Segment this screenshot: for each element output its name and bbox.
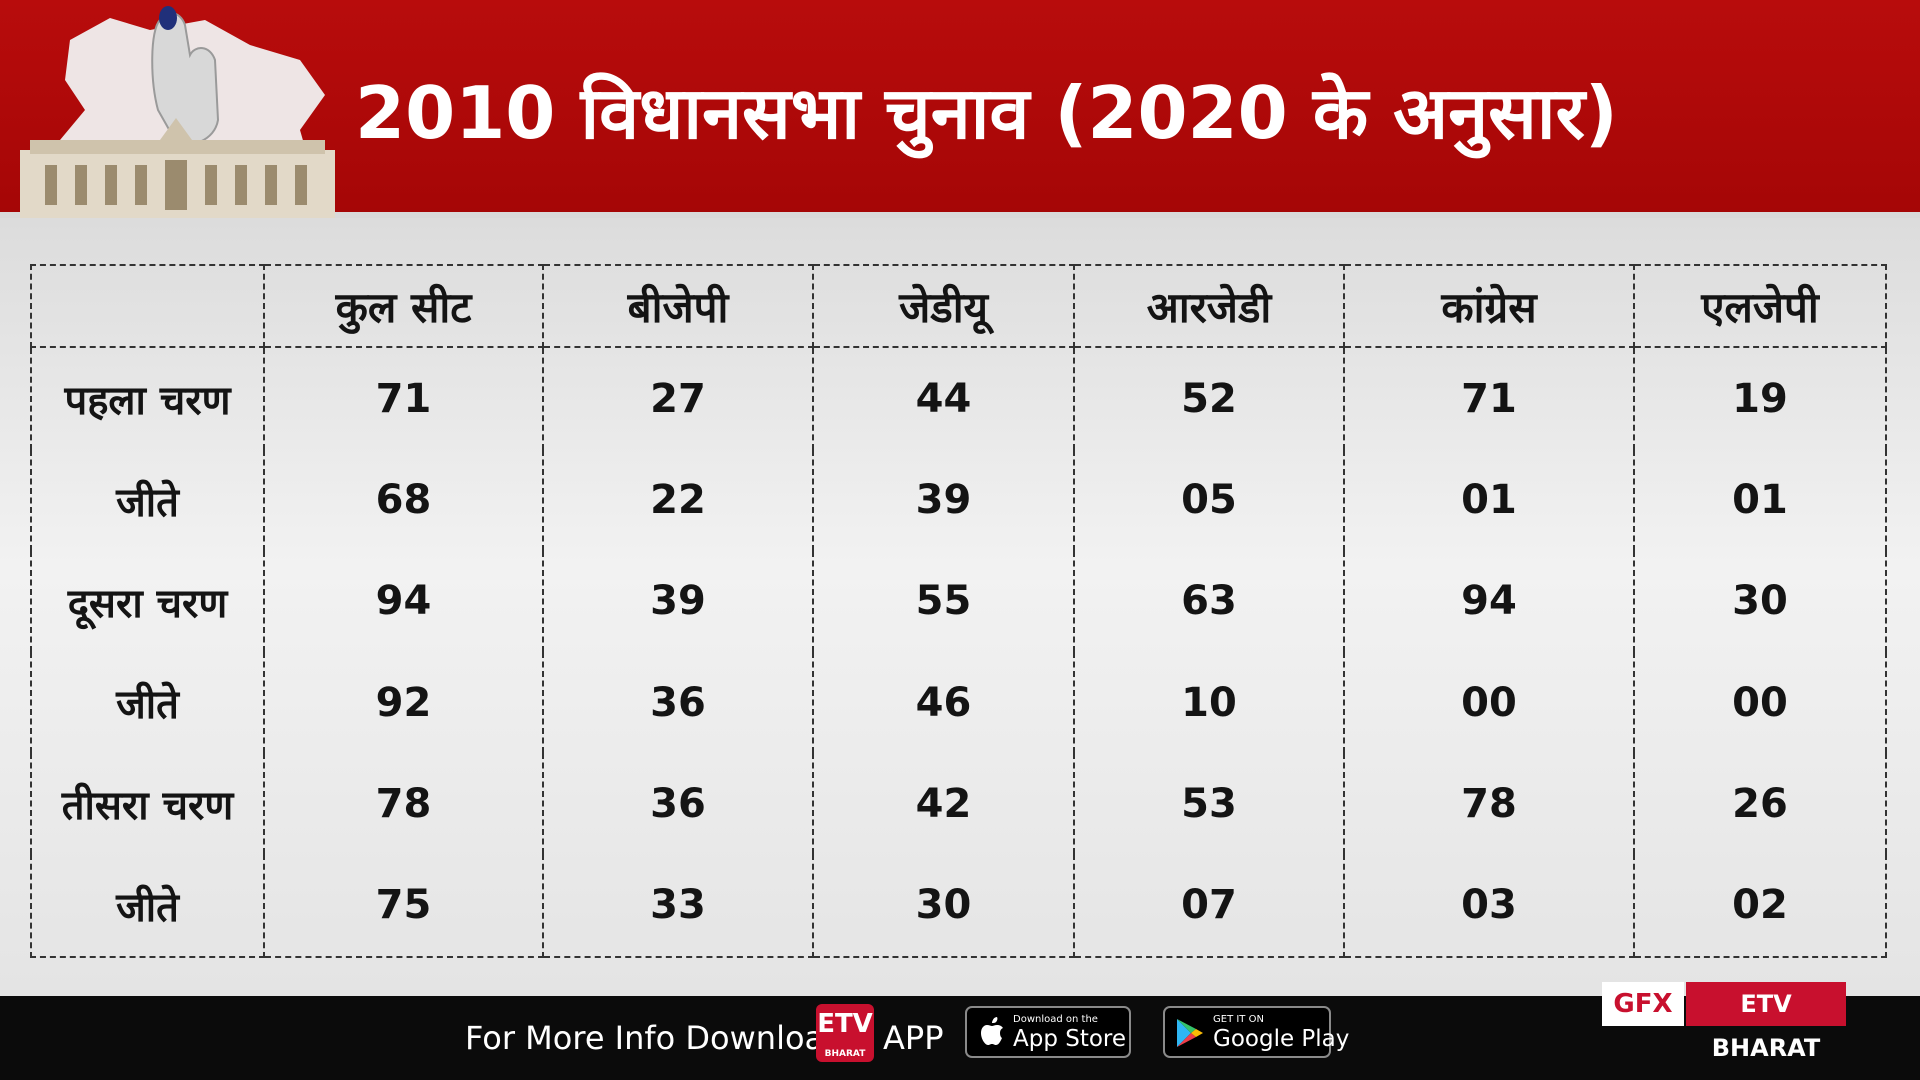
header-row: कुल सीट बीजेपी जेडीयू आरजेडी कांग्रेस एल… [30, 264, 1887, 348]
table-cell: 30 [812, 854, 1075, 958]
play-icon [1177, 1019, 1203, 1047]
col-header-bjp: बीजेपी [542, 264, 814, 348]
table-cell: 05 [1073, 449, 1345, 551]
table-cell: 36 [542, 753, 814, 855]
table-cell: 36 [542, 651, 814, 754]
row-label: पहला चरण [30, 347, 265, 450]
googleplay-small-text: GET IT ON [1213, 1014, 1264, 1025]
header-banner: 2010 विधानसभा चुनाव (2020 के अनुसार) [0, 0, 1920, 218]
table-area: कुल सीट बीजेपी जेडीयू आरजेडी कांग्रेस एल… [0, 218, 1920, 996]
table-row: दूसरा चरण 94 39 55 63 94 30 [30, 550, 1887, 652]
table-cell: 94 [263, 550, 544, 652]
table-cell: 33 [542, 854, 814, 958]
row-label: दूसरा चरण [30, 550, 265, 652]
table-cell: 75 [263, 854, 544, 958]
appstore-big-text: App Store [1013, 1026, 1127, 1052]
download-info-text: For More Info Download [465, 1019, 845, 1057]
table-cell: 10 [1073, 651, 1345, 754]
appstore-small-text: Download on the [1013, 1014, 1098, 1025]
table-cell: 63 [1073, 550, 1345, 652]
col-header-rjd: आरजेडी [1073, 264, 1345, 348]
etv-bharat-label: ETV BHARAT [1686, 982, 1846, 1062]
table-cell: 26 [1633, 753, 1887, 855]
col-header-jdu: जेडीयू [812, 264, 1075, 348]
table-cell: 78 [263, 753, 544, 855]
table-cell: 71 [1343, 347, 1635, 450]
table-cell: 00 [1633, 651, 1887, 754]
etv-bharat-logo[interactable]: ETV BHARAT [816, 1004, 874, 1062]
table-cell: 44 [812, 347, 1075, 450]
table-cell: 39 [812, 449, 1075, 551]
gfx-label: GFX [1602, 982, 1684, 1026]
results-table: कुल सीट बीजेपी जेडीयू आरजेडी कांग्रेस एल… [30, 264, 1887, 958]
table-row: पहला चरण 71 27 44 52 71 19 [30, 347, 1887, 450]
app-label: APP [883, 1019, 944, 1057]
etv-logo-sub: BHARAT [824, 1049, 866, 1059]
table-cell: 30 [1633, 550, 1887, 652]
table-row: जीते 75 33 30 07 03 02 [30, 854, 1887, 958]
row-label: तीसरा चरण [30, 753, 265, 855]
table-cell: 39 [542, 550, 814, 652]
table-cell: 55 [812, 550, 1075, 652]
table-row: तीसरा चरण 78 36 42 53 78 26 [30, 753, 1887, 855]
col-header-ljp: एलजेपी [1633, 264, 1887, 348]
table-cell: 52 [1073, 347, 1345, 450]
table-cell: 01 [1343, 449, 1635, 551]
table-cell: 53 [1073, 753, 1345, 855]
table-cell: 03 [1343, 854, 1635, 958]
row-label: जीते [30, 449, 265, 551]
table-cell: 42 [812, 753, 1075, 855]
etv-logo-text: ETV [817, 1009, 873, 1039]
footer-bar: For More Info Download ETV BHARAT APP Do… [0, 996, 1920, 1080]
apple-icon [981, 1017, 1003, 1045]
table-cell: 46 [812, 651, 1075, 754]
page-title: 2010 विधानसभा चुनाव (2020 के अनुसार) [355, 71, 1618, 155]
table-cell: 68 [263, 449, 544, 551]
row-label: जीते [30, 854, 265, 958]
corner-cell [30, 264, 265, 348]
table-cell: 00 [1343, 651, 1635, 754]
gfx-etv-bharat-badge: GFX ETV BHARAT [1602, 982, 1846, 1062]
googleplay-big-text: Google Play [1213, 1026, 1350, 1052]
table-cell: 22 [542, 449, 814, 551]
table-cell: 02 [1633, 854, 1887, 958]
google-play-button[interactable]: GET IT ON Google Play [1163, 1006, 1349, 1058]
table-cell: 78 [1343, 753, 1635, 855]
table-row: जीते 68 22 39 05 01 01 [30, 449, 1887, 551]
table-cell: 71 [263, 347, 544, 450]
table-cell: 01 [1633, 449, 1887, 551]
col-header-congress: कांग्रेस [1343, 264, 1635, 348]
table-cell: 19 [1633, 347, 1887, 450]
col-header-total-seats: कुल सीट [263, 264, 544, 348]
bihar-map-vote-emblem [20, 6, 335, 218]
table-row: जीते 92 36 46 10 00 00 [30, 651, 1887, 754]
table-cell: 27 [542, 347, 814, 450]
table-cell: 94 [1343, 550, 1635, 652]
row-label: जीते [30, 651, 265, 754]
table-cell: 92 [263, 651, 544, 754]
table-cell: 07 [1073, 854, 1345, 958]
app-store-button[interactable]: Download on the App Store [965, 1006, 1131, 1058]
